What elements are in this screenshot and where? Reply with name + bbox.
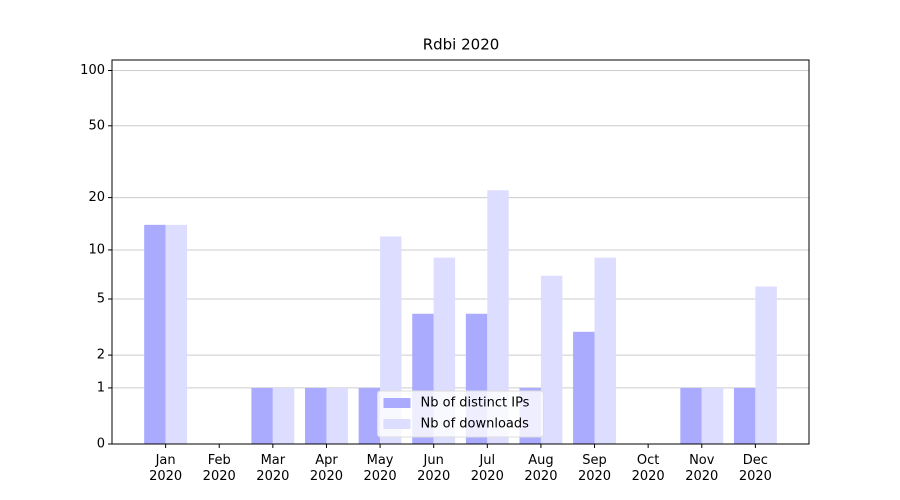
bar	[305, 387, 327, 444]
x-tick-label: Sep 2020	[577, 453, 612, 484]
y-tick-label: 10	[88, 242, 105, 257]
x-tick-label: Jun 2020	[417, 453, 451, 484]
y-tick-label: 20	[88, 190, 105, 205]
bar	[594, 257, 616, 444]
bar	[733, 387, 756, 444]
bar	[165, 224, 188, 444]
x-tick-label: Feb 2020	[202, 453, 236, 484]
bar	[326, 387, 348, 444]
bar	[680, 387, 702, 444]
y-tick-label: 0	[97, 437, 105, 452]
y-tick-label: 50	[88, 118, 105, 133]
x-tick-label: Mar 2020	[256, 453, 290, 484]
bar	[573, 331, 595, 444]
y-tick-label: 2	[97, 348, 105, 363]
y-tick-label: 100	[80, 63, 105, 78]
x-tick-label: Apr 2020	[309, 453, 343, 484]
bar	[144, 224, 166, 444]
bar	[487, 190, 509, 444]
bar	[251, 387, 273, 444]
legend-box	[377, 390, 544, 438]
legend-swatch	[383, 398, 411, 408]
x-tick-label: Dec 2020	[738, 453, 772, 484]
y-tick-label: 5	[97, 291, 105, 306]
legend-swatch	[383, 419, 411, 429]
x-tick-label: Jan 2020	[149, 453, 183, 484]
bar	[358, 387, 381, 444]
legend: Nb of distinct IPs Nb of downloads	[377, 390, 544, 438]
x-tick-label: Nov 2020	[685, 453, 719, 484]
y-tick-label: 1	[97, 380, 105, 395]
legend-label: Nb of distinct IPs	[421, 396, 530, 411]
legend-label: Nb of downloads	[421, 417, 530, 432]
x-tick-label: Jul 2020	[470, 453, 504, 484]
bar	[272, 387, 295, 444]
plot-frame	[111, 59, 810, 445]
bar	[540, 275, 563, 444]
x-tick-label: Aug 2020	[524, 453, 558, 484]
chart-title: Rdbi 2020	[423, 36, 500, 54]
x-tick-label: May 2020	[363, 453, 397, 484]
bar	[755, 286, 777, 444]
bar	[701, 387, 724, 444]
x-tick-label: Oct 2020	[631, 453, 665, 484]
